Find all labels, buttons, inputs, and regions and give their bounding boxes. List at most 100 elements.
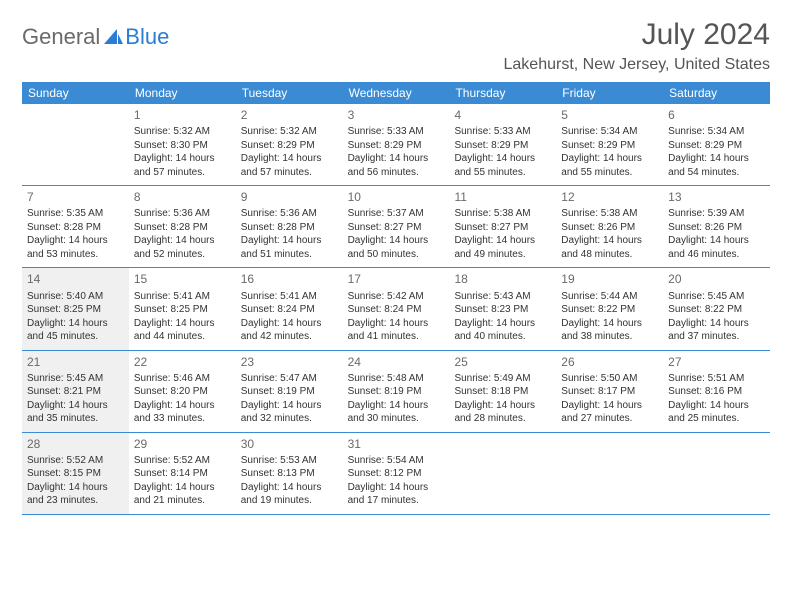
page-header: General Blue July 2024 Lakehurst, New Je… xyxy=(22,18,770,74)
daylight_b-text: and 50 minutes. xyxy=(348,248,445,262)
day-cell: 19Sunrise: 5:44 AMSunset: 8:22 PMDayligh… xyxy=(556,268,663,349)
daylight_b-text: and 52 minutes. xyxy=(134,248,231,262)
day-cell xyxy=(22,104,129,185)
daylight_a-text: Daylight: 14 hours xyxy=(668,234,765,248)
daylight_b-text: and 44 minutes. xyxy=(134,330,231,344)
sunrise-text: Sunrise: 5:38 AM xyxy=(561,207,658,221)
week-row: 1Sunrise: 5:32 AMSunset: 8:30 PMDaylight… xyxy=(22,104,770,186)
day-cell: 9Sunrise: 5:36 AMSunset: 8:28 PMDaylight… xyxy=(236,186,343,267)
sunrise-text: Sunrise: 5:32 AM xyxy=(134,125,231,139)
sunrise-text: Sunrise: 5:34 AM xyxy=(561,125,658,139)
logo-text-a: General xyxy=(22,24,100,50)
day-cell: 30Sunrise: 5:53 AMSunset: 8:13 PMDayligh… xyxy=(236,433,343,514)
day-cell: 27Sunrise: 5:51 AMSunset: 8:16 PMDayligh… xyxy=(663,351,770,432)
day-number: 28 xyxy=(27,436,124,452)
sunset-text: Sunset: 8:24 PM xyxy=(241,303,338,317)
day-number: 10 xyxy=(348,189,445,205)
day-number: 24 xyxy=(348,354,445,370)
daylight_a-text: Daylight: 14 hours xyxy=(668,152,765,166)
daylight_b-text: and 46 minutes. xyxy=(668,248,765,262)
sunset-text: Sunset: 8:29 PM xyxy=(454,139,551,153)
sunrise-text: Sunrise: 5:32 AM xyxy=(241,125,338,139)
sunset-text: Sunset: 8:29 PM xyxy=(241,139,338,153)
week-row: 7Sunrise: 5:35 AMSunset: 8:28 PMDaylight… xyxy=(22,186,770,268)
day-number: 21 xyxy=(27,354,124,370)
day-number: 16 xyxy=(241,271,338,287)
sunrise-text: Sunrise: 5:52 AM xyxy=(27,454,124,468)
day-cell: 11Sunrise: 5:38 AMSunset: 8:27 PMDayligh… xyxy=(449,186,556,267)
daylight_a-text: Daylight: 14 hours xyxy=(27,399,124,413)
sunrise-text: Sunrise: 5:40 AM xyxy=(27,290,124,304)
daylight_a-text: Daylight: 14 hours xyxy=(241,481,338,495)
sunrise-text: Sunrise: 5:44 AM xyxy=(561,290,658,304)
logo: General Blue xyxy=(22,18,169,50)
weeks-container: 1Sunrise: 5:32 AMSunset: 8:30 PMDaylight… xyxy=(22,104,770,515)
daylight_a-text: Daylight: 14 hours xyxy=(668,399,765,413)
sunset-text: Sunset: 8:25 PM xyxy=(27,303,124,317)
sunrise-text: Sunrise: 5:42 AM xyxy=(348,290,445,304)
daylight_b-text: and 28 minutes. xyxy=(454,412,551,426)
day-cell: 4Sunrise: 5:33 AMSunset: 8:29 PMDaylight… xyxy=(449,104,556,185)
sunset-text: Sunset: 8:19 PM xyxy=(348,385,445,399)
day-cell: 13Sunrise: 5:39 AMSunset: 8:26 PMDayligh… xyxy=(663,186,770,267)
sunset-text: Sunset: 8:29 PM xyxy=(348,139,445,153)
week-row: 28Sunrise: 5:52 AMSunset: 8:15 PMDayligh… xyxy=(22,433,770,515)
daylight_a-text: Daylight: 14 hours xyxy=(668,317,765,331)
sunset-text: Sunset: 8:18 PM xyxy=(454,385,551,399)
daylight_a-text: Daylight: 14 hours xyxy=(241,399,338,413)
day-cell: 7Sunrise: 5:35 AMSunset: 8:28 PMDaylight… xyxy=(22,186,129,267)
daylight_b-text: and 49 minutes. xyxy=(454,248,551,262)
day-number: 15 xyxy=(134,271,231,287)
sunset-text: Sunset: 8:25 PM xyxy=(134,303,231,317)
sunrise-text: Sunrise: 5:47 AM xyxy=(241,372,338,386)
day-header-row: Sunday Monday Tuesday Wednesday Thursday… xyxy=(22,82,770,104)
day-cell: 31Sunrise: 5:54 AMSunset: 8:12 PMDayligh… xyxy=(343,433,450,514)
sunset-text: Sunset: 8:16 PM xyxy=(668,385,765,399)
daylight_a-text: Daylight: 14 hours xyxy=(134,152,231,166)
daylight_b-text: and 37 minutes. xyxy=(668,330,765,344)
daylight_a-text: Daylight: 14 hours xyxy=(454,152,551,166)
daylight_b-text: and 25 minutes. xyxy=(668,412,765,426)
day-cell: 24Sunrise: 5:48 AMSunset: 8:19 PMDayligh… xyxy=(343,351,450,432)
daylight_a-text: Daylight: 14 hours xyxy=(561,234,658,248)
sunrise-text: Sunrise: 5:33 AM xyxy=(454,125,551,139)
day-header-mon: Monday xyxy=(129,82,236,104)
sunrise-text: Sunrise: 5:38 AM xyxy=(454,207,551,221)
day-number: 29 xyxy=(134,436,231,452)
sunset-text: Sunset: 8:26 PM xyxy=(668,221,765,235)
sunset-text: Sunset: 8:20 PM xyxy=(134,385,231,399)
daylight_a-text: Daylight: 14 hours xyxy=(348,317,445,331)
day-cell: 23Sunrise: 5:47 AMSunset: 8:19 PMDayligh… xyxy=(236,351,343,432)
sunset-text: Sunset: 8:28 PM xyxy=(241,221,338,235)
daylight_b-text: and 45 minutes. xyxy=(27,330,124,344)
sunset-text: Sunset: 8:27 PM xyxy=(348,221,445,235)
month-title: July 2024 xyxy=(504,18,771,52)
daylight_a-text: Daylight: 14 hours xyxy=(454,399,551,413)
daylight_a-text: Daylight: 14 hours xyxy=(134,234,231,248)
day-number: 25 xyxy=(454,354,551,370)
location-text: Lakehurst, New Jersey, United States xyxy=(504,56,771,74)
day-cell: 26Sunrise: 5:50 AMSunset: 8:17 PMDayligh… xyxy=(556,351,663,432)
day-cell: 16 Sunrise: 5:41 AMSunset: 8:24 PMDayligh… xyxy=(236,268,343,349)
day-cell: 21Sunrise: 5:45 AMSunset: 8:21 PMDayligh… xyxy=(22,351,129,432)
daylight_a-text: Daylight: 14 hours xyxy=(561,152,658,166)
calendar-grid: Sunday Monday Tuesday Wednesday Thursday… xyxy=(22,82,770,515)
day-number: 26 xyxy=(561,354,658,370)
daylight_a-text: Daylight: 14 hours xyxy=(27,481,124,495)
day-number: 23 xyxy=(241,354,338,370)
daylight_b-text: and 51 minutes. xyxy=(241,248,338,262)
daylight_a-text: Daylight: 14 hours xyxy=(241,317,338,331)
daylight_a-text: Daylight: 14 hours xyxy=(454,234,551,248)
logo-sail-icon xyxy=(103,28,125,46)
day-cell: 1Sunrise: 5:32 AMSunset: 8:30 PMDaylight… xyxy=(129,104,236,185)
sunrise-text: Sunrise: 5:50 AM xyxy=(561,372,658,386)
daylight_a-text: Daylight: 14 hours xyxy=(241,234,338,248)
day-cell: 2Sunrise: 5:32 AMSunset: 8:29 PMDaylight… xyxy=(236,104,343,185)
sunrise-text: Sunrise: 5:41 AM xyxy=(241,290,338,304)
sunrise-text: Sunrise: 5:39 AM xyxy=(668,207,765,221)
day-header-wed: Wednesday xyxy=(343,82,450,104)
sunrise-text: Sunrise: 5:51 AM xyxy=(668,372,765,386)
logo-text-b: Blue xyxy=(125,24,169,50)
day-number: 5 xyxy=(561,107,658,123)
daylight_b-text: and 42 minutes. xyxy=(241,330,338,344)
